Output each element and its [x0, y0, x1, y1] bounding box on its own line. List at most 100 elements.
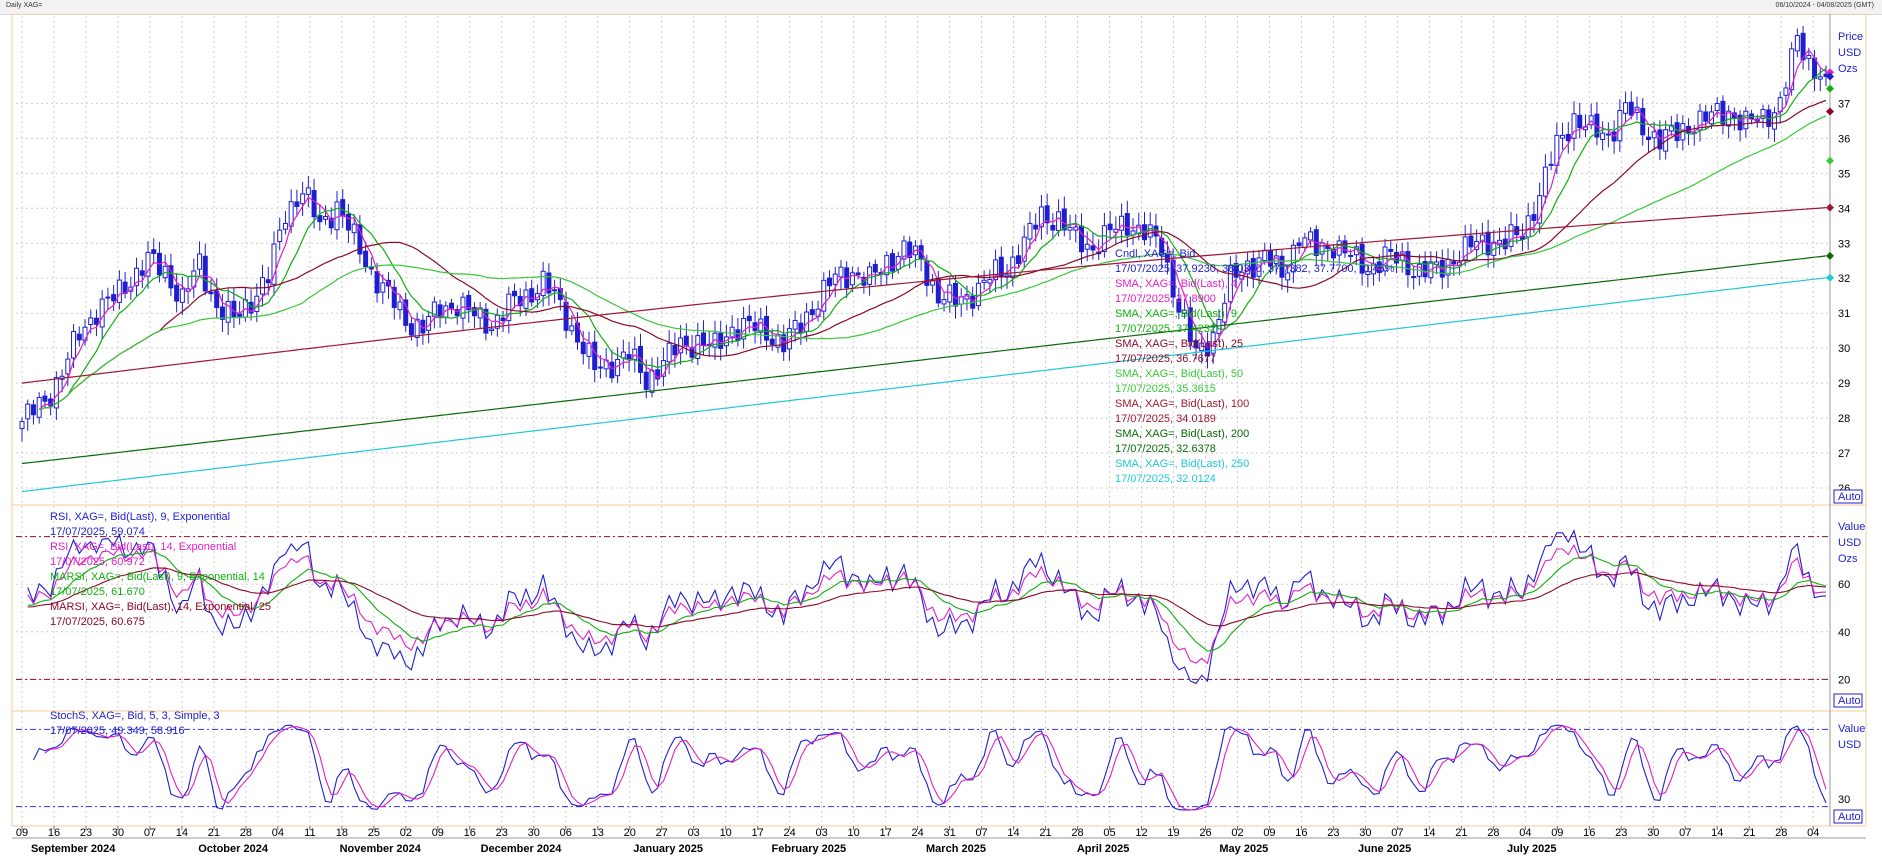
price-tick-label: 36	[1838, 133, 1850, 145]
x-day-label: 27	[656, 827, 668, 839]
sma25-line	[39, 99, 1827, 411]
x-day-label: 04	[272, 827, 284, 839]
candle-body	[1743, 110, 1749, 130]
x-day-label: 23	[1615, 827, 1627, 839]
price-unit-label: Price	[1838, 31, 1863, 43]
sma200-end-marker	[1826, 251, 1834, 260]
x-month-label: July 2025	[1507, 843, 1557, 855]
candle-body	[105, 296, 111, 299]
auto-scale-button[interactable]	[1833, 809, 1863, 824]
candle-body	[506, 293, 512, 322]
candle-body	[1674, 122, 1680, 142]
x-day-label: 07	[144, 827, 156, 839]
x-day-label: 30	[1359, 827, 1371, 839]
candle-body	[1245, 260, 1251, 275]
candle-body	[1027, 222, 1033, 240]
price-tick-label: 37	[1838, 98, 1850, 110]
price-legend-value: 17/07/2025, 36.7677	[1115, 353, 1216, 365]
price-legend-name: SMA, XAG=, Bid(Last), 250	[1115, 458, 1249, 470]
x-day-label: 02	[400, 827, 412, 839]
candle-body	[323, 216, 329, 220]
chart-svg: 26 27 28 29 30 31 32 33 34 35 36 37 Price USD Ozs Auto C…	[11, 14, 1867, 855]
auto-scale-label: Auto	[1838, 491, 1861, 503]
x-day-label: 31	[943, 827, 955, 839]
x-day-label: 17	[752, 827, 764, 839]
candle-body	[168, 265, 174, 289]
candle-body	[260, 277, 266, 295]
candle-body	[1187, 307, 1193, 342]
candle-body	[403, 299, 409, 326]
price-legend-name: SMA, XAG=, Bid(Last), 200	[1115, 428, 1249, 440]
candle-body	[25, 403, 31, 420]
candle-body	[540, 270, 546, 297]
price-tick-label: 30	[1838, 343, 1850, 355]
candle-body	[30, 404, 36, 416]
candle-body	[431, 301, 437, 317]
rsi-legend-name: MARSI, XAG=, Bid(Last), 14, Exponential,…	[50, 601, 271, 613]
price-legend-value: 17/07/2025, 34.0189	[1115, 413, 1216, 425]
candle-body	[357, 224, 363, 255]
candle-body	[71, 330, 77, 359]
stoch-legend-value: 17/07/2025, 49.349, 58.916	[50, 725, 185, 737]
x-day-label: 21	[1039, 827, 1051, 839]
candle-body	[1124, 213, 1130, 236]
candle-body	[219, 306, 225, 320]
rsi-legend-name: RSI, XAG=, Bid(Last), 9, Exponential	[50, 511, 230, 523]
candle-body	[695, 335, 701, 359]
candle-body	[248, 301, 254, 314]
rsi-unit-label: Value	[1838, 521, 1865, 533]
candle-body	[42, 395, 48, 402]
candle-body	[1090, 245, 1096, 251]
candle-body	[351, 223, 357, 234]
candle-body	[1170, 259, 1176, 298]
candle-body	[1204, 342, 1210, 357]
window-title-bar: Daily XAG= 06/10/2024 - 04/08/2025 (GMT)	[0, 0, 1882, 15]
x-day-label: 11	[304, 827, 315, 839]
outer-frame	[11, 14, 1867, 827]
x-day-label: 06	[560, 827, 572, 839]
candle-body	[1056, 211, 1062, 232]
marsi14-line	[27, 567, 1827, 628]
price-unit-label: USD	[1838, 47, 1861, 59]
candle-body	[981, 279, 987, 284]
candle-body	[225, 300, 231, 323]
candle-body	[93, 317, 99, 325]
candle-body	[1250, 258, 1256, 278]
candle-body	[88, 317, 94, 325]
candle-body	[993, 259, 999, 281]
stoch-unit-label: Value	[1838, 723, 1865, 735]
price-legend-name: SMA, XAG=, Bid(Last), 50	[1115, 368, 1243, 380]
candle-body	[746, 315, 752, 322]
price-legend-value: 17/07/2025, 32.0124	[1115, 473, 1216, 485]
candle-body	[454, 309, 460, 317]
candle-body	[958, 296, 964, 305]
x-day-label: 14	[1711, 827, 1723, 839]
auto-scale-button[interactable]	[1833, 693, 1863, 708]
sma9-line	[39, 68, 1827, 411]
sma25-end-marker	[1826, 107, 1834, 116]
candle-body	[1571, 113, 1577, 139]
sma9-end-marker	[1826, 84, 1834, 93]
price-legend-name: SMA, XAG=, Bid(Last), 25	[1115, 338, 1243, 350]
price-legend-value: 17/07/2025, 32.6378	[1115, 443, 1216, 455]
candle-body	[1422, 261, 1428, 278]
auto-scale-button[interactable]	[1833, 489, 1863, 504]
candle-body	[317, 215, 323, 223]
candle-body	[237, 313, 243, 317]
candle-body	[489, 328, 495, 331]
candle-body	[1525, 215, 1531, 238]
candle-body	[134, 267, 140, 287]
candle-body	[1348, 254, 1354, 257]
rsi-legend-name: RSI, XAG=, Bid(Last), 14, Exponential	[50, 541, 236, 553]
candle-body	[1233, 263, 1239, 278]
rsi-legend-name: MARSI, XAG=, Bid(Last), 9, Exponential, …	[50, 571, 265, 583]
candle-body	[282, 222, 288, 230]
x-day-label: 25	[368, 827, 380, 839]
candle-body	[1657, 129, 1663, 150]
candle-body	[804, 311, 810, 332]
candle-body	[809, 309, 815, 316]
candle-body	[1308, 231, 1314, 241]
x-day-label: 28	[240, 827, 252, 839]
candle-body	[597, 366, 603, 369]
rsi-unit-label: USD	[1838, 537, 1861, 549]
